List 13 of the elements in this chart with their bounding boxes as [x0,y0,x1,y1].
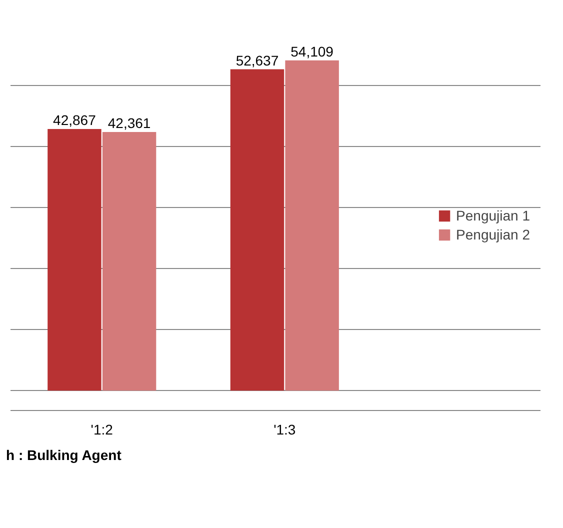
text: h : Bulking Agent [6,446,122,465]
bar [102,132,156,391]
bar [230,69,284,391]
data-label: 54,109 [290,43,334,60]
x-tick-label: '1:2 [90,422,114,438]
data-label: 52,637 [236,52,279,68]
x-tick-label: '1:3 [274,422,296,438]
legend-label: Pengujian 1 [456,208,530,224]
bar [48,128,102,391]
bar [285,60,339,391]
data-label: 42,361 [108,115,151,132]
legend-label: Pengujian 2 [456,226,530,242]
data-label: 42,867 [53,112,96,128]
